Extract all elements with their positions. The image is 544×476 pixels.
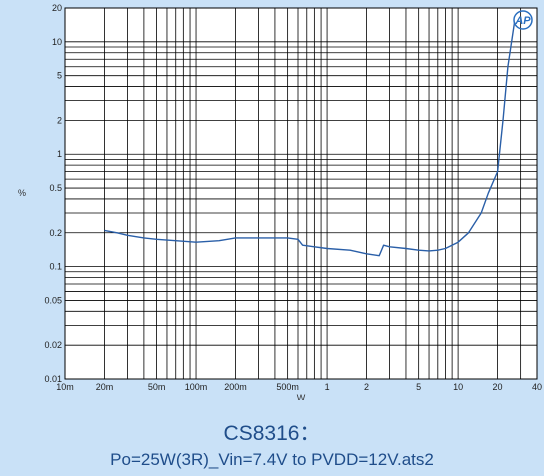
series-line bbox=[104, 21, 516, 257]
x-axis-label: W bbox=[297, 393, 306, 400]
x-tick-label: 500m bbox=[276, 382, 299, 392]
y-tick-label: 0.05 bbox=[44, 295, 62, 305]
y-tick-label: 20 bbox=[52, 3, 62, 13]
x-tick-label: 10 bbox=[453, 382, 463, 392]
y-tick-labels: 20 10 5 2 1 0.5 0.2 0.1 0.05 0.02 0.01 bbox=[44, 3, 62, 384]
y-tick-label: 0.1 bbox=[49, 262, 62, 272]
y-tick-label: 0.02 bbox=[44, 340, 62, 350]
plot-frame bbox=[64, 7, 538, 380]
series-layer bbox=[104, 21, 516, 257]
x-tick-label: 10m bbox=[56, 382, 74, 392]
y-tick-label: 1 bbox=[57, 149, 62, 159]
y-tick-label: 2 bbox=[57, 115, 62, 125]
x-tick-label: 50m bbox=[148, 382, 166, 392]
plot-area bbox=[65, 8, 537, 379]
y-axis-label: % bbox=[18, 188, 26, 198]
ap-logo: AP bbox=[513, 10, 533, 30]
x-tick-label: 40 bbox=[532, 382, 542, 392]
x-tick-label: 2 bbox=[364, 382, 369, 392]
ap-logo-text: AP bbox=[514, 15, 531, 27]
chart-subtitle: Po=25W(3R)_Vin=7.4V to PVDD=12V.ats2 bbox=[110, 450, 434, 469]
y-tick-label: 10 bbox=[52, 37, 62, 47]
y-tick-label: 0.01 bbox=[44, 374, 62, 384]
grid-lines bbox=[64, 7, 538, 380]
x-tick-label: 20 bbox=[493, 382, 503, 392]
y-tick-label: 5 bbox=[57, 71, 62, 81]
chart-title: CS8316： bbox=[223, 422, 321, 445]
x-tick-label: 100m bbox=[185, 382, 208, 392]
x-tick-labels: 10m 20m 50m 100m 200m 500m 1 2 5 10 20 40 bbox=[56, 382, 542, 392]
x-tick-label: 5 bbox=[416, 382, 421, 392]
chart: 10m 20m 50m 100m 200m 500m 1 2 5 10 20 40 20 10 5 2 1 0.… bbox=[18, 3, 542, 400]
y-tick-label: 0.2 bbox=[49, 228, 62, 238]
y-tick-label: 0.5 bbox=[49, 183, 62, 193]
x-tick-label: 1 bbox=[325, 382, 330, 392]
x-tick-label: 200m bbox=[224, 382, 247, 392]
x-tick-label: 20m bbox=[96, 382, 114, 392]
